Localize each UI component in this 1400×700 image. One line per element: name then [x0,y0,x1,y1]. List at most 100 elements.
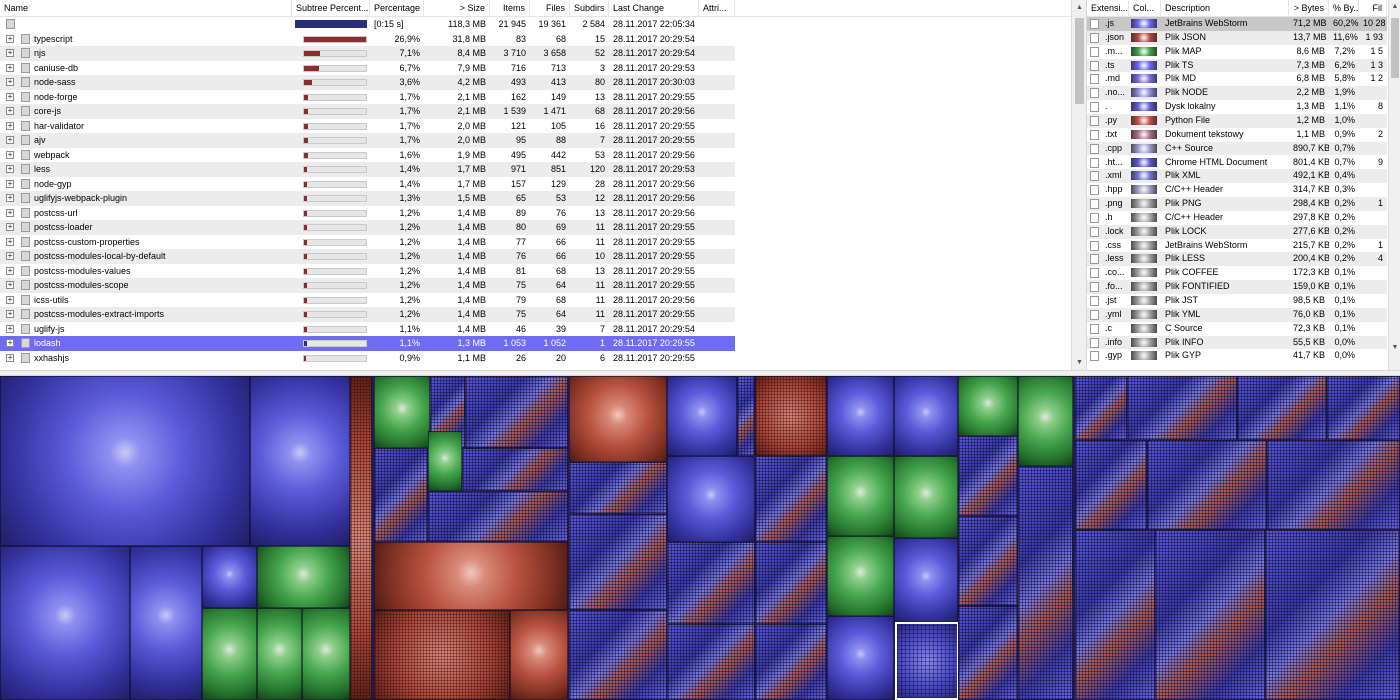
treemap-tile[interactable] [374,542,568,610]
plus-box-icon[interactable]: + [6,207,14,217]
tree-row[interactable]: + har-validator 1,7% 2,0 MB 121 105 16 28.11.20… [0,119,735,134]
column-description[interactable]: Description [1161,0,1289,17]
treemap-tile[interactable] [350,376,372,700]
treemap-tile[interactable] [1075,440,1147,530]
treemap-tile[interactable] [958,606,1018,700]
treemap[interactable] [0,376,1400,700]
treemap-tile[interactable] [569,462,667,514]
plus-box-icon[interactable]: + [6,352,14,362]
treemap-tile[interactable] [755,624,827,700]
plus-box-icon[interactable]: + [6,62,14,72]
treemap-tile[interactable] [569,514,667,610]
tree-row[interactable]: + uglifyjs-webpack-plugin 1,3% 1,5 MB 65 53 12… [0,191,735,206]
treemap-tile[interactable] [1075,376,1127,440]
extension-row[interactable]: .json Plik JSON 13,7 MB 11,6% 1 93 [1087,30,1387,45]
plus-box-icon[interactable]: + [6,193,14,202]
treemap-tile[interactable] [667,624,755,700]
treemap-tile[interactable] [202,608,257,700]
tree-row[interactable]: + icss-utils 1,2% 1,4 MB 79 68 11 28.11.2017 20… [0,293,735,308]
treemap-selected-tile[interactable] [895,622,959,700]
extension-row[interactable]: .m... Plik MAP 8,6 MB 7,2% 1 5 [1087,45,1387,59]
plus-box-icon[interactable]: + [6,149,14,159]
tree-row[interactable]: + typescript 26,9% 31,8 MB 83 68 15 28.11.2017 … [0,32,735,47]
treemap-tile[interactable] [0,376,250,546]
treemap-tile[interactable] [958,436,1018,516]
tree-row[interactable]: + postcss-modules-local-by-default 1,2% 1,4… [0,249,735,264]
chevron-down-icon[interactable]: ▼ [1076,359,1083,366]
extension-row[interactable]: .lock Plik LOCK 277,6 KB 0,2% [1087,224,1387,239]
tree-row[interactable]: + node-forge 1,7% 2,1 MB 162 149 13 28.11.2017 … [0,90,735,105]
extension-row[interactable]: .yml Plik YML 76,0 KB 0,1% [1087,307,1387,322]
column-subtree-percent[interactable]: Subtree Percent... [292,0,370,17]
plus-box-icon[interactable]: + [6,338,14,347]
extension-row[interactable]: .css JetBrains WebStorm 215,7 KB 0,2% 1 [1087,239,1387,253]
tree-row[interactable]: + webpack 1,6% 1,9 MB 495 442 53 28.11.2017 20:… [0,148,735,163]
tree-row[interactable]: + caniuse-db 6,7% 7,9 MB 716 713 3 28.11.2017 2… [0,61,735,76]
chevron-down-icon[interactable]: ▼ [1391,344,1399,351]
treemap-tile[interactable] [428,431,462,491]
treemap-tile[interactable] [0,546,130,700]
tree-row[interactable]: + core-js 1,7% 2,1 MB 1 539 1 471 68 28.11.2017… [0,104,735,119]
treemap-tile[interactable] [755,376,827,456]
treemap-tile[interactable] [428,491,568,542]
plus-box-icon[interactable]: + [6,164,14,173]
chevron-up-icon[interactable]: ▲ [1391,3,1399,10]
tree-row[interactable]: + xxhashjs 0,9% 1,1 MB 26 20 6 28.11.2017 20:29… [0,351,735,366]
column-bytes[interactable]: > Bytes [1289,0,1329,17]
column-name[interactable]: Name [0,0,292,17]
treemap-tile[interactable] [827,536,894,616]
treemap-tile[interactable] [894,376,958,456]
extension-row[interactable]: .info Plik INFO 55,5 KB 0,0% [1087,335,1387,350]
column-attributes[interactable]: Attri... [699,0,735,17]
treemap-tile[interactable] [827,456,894,536]
treemap-tile[interactable] [1127,376,1237,440]
treemap-tile[interactable] [374,448,428,542]
extension-row[interactable]: .ht... Chrome HTML Document 801,4 KB 0,7% 9 [1087,156,1387,170]
tree-row[interactable]: + postcss-modules-values 1,2% 1,4 MB 81 68 13 2… [0,264,735,279]
plus-box-icon[interactable]: + [6,265,14,275]
treemap-tile[interactable] [827,616,894,700]
treemap-tile[interactable] [1155,530,1265,700]
treemap-tile[interactable] [1018,466,1073,700]
treemap-tile[interactable] [1265,530,1400,700]
treemap-tile[interactable] [958,376,1018,436]
treemap-tile[interactable] [374,376,430,448]
treemap-tile[interactable] [569,376,667,462]
tree-row[interactable]: + uglify-js 1,1% 1,4 MB 46 39 7 28.11.2017 20:2… [0,322,735,337]
tree-root-row[interactable]: [0:15 s] 118,3 MB 21 945 19 361 2 584 28… [0,17,735,32]
plus-box-icon[interactable]: + [6,309,14,318]
column-size[interactable]: > Size [424,0,490,17]
plus-box-icon[interactable]: + [6,135,14,144]
column-items[interactable]: Items [490,0,530,17]
plus-box-icon[interactable]: + [6,33,14,43]
extension-row[interactable]: .jst Plik JST 98,5 KB 0,1% [1087,294,1387,308]
plus-box-icon[interactable]: + [6,91,14,101]
treemap-tile[interactable] [202,546,257,608]
extension-row[interactable]: .h C/C++ Header 297,8 KB 0,2% [1087,211,1387,225]
treemap-tile[interactable] [374,610,510,700]
treemap-tile[interactable] [465,376,568,448]
plus-box-icon[interactable]: + [6,77,14,86]
treemap-tile[interactable] [257,546,350,608]
column-files[interactable]: Files [530,0,570,17]
treemap-tile[interactable] [667,456,755,542]
treemap-tile[interactable] [257,608,302,700]
extension-row[interactable]: .py Python File 1,2 MB 1,0% [1087,113,1387,128]
treemap-tile[interactable] [1267,440,1400,530]
treemap-tile[interactable] [302,608,350,700]
treemap-tile[interactable] [250,376,350,546]
treemap-tile[interactable] [130,546,202,700]
treemap-tile[interactable] [569,610,667,700]
tree-scrollbar[interactable]: ▲ ▼ [1071,0,1086,370]
tree-row[interactable]: + node-gyp 1,4% 1,7 MB 157 129 28 28.11.2017 20… [0,177,735,192]
treemap-tile[interactable] [510,610,568,700]
treemap-tile[interactable] [1018,376,1073,466]
tree-row[interactable]: + less 1,4% 1,7 MB 971 851 120 28.11.2017 20:29… [0,162,735,177]
tree-row[interactable]: + ajv 1,7% 2,0 MB 95 88 7 28.11.2017 20:29:55 [0,133,735,148]
extension-row[interactable]: .js JetBrains WebStorm 71,2 MB 60,2% 10 28 [1087,17,1387,31]
chevron-up-icon[interactable]: ▲ [1076,4,1083,11]
tree-row[interactable]: + postcss-url 1,2% 1,4 MB 89 76 13 28.11.2017 2… [0,206,735,221]
column-last-change[interactable]: Last Change [609,0,699,17]
extension-row[interactable]: .no... Plik NODE 2,2 MB 1,9% [1087,86,1387,101]
treemap-tile[interactable] [1237,376,1327,440]
